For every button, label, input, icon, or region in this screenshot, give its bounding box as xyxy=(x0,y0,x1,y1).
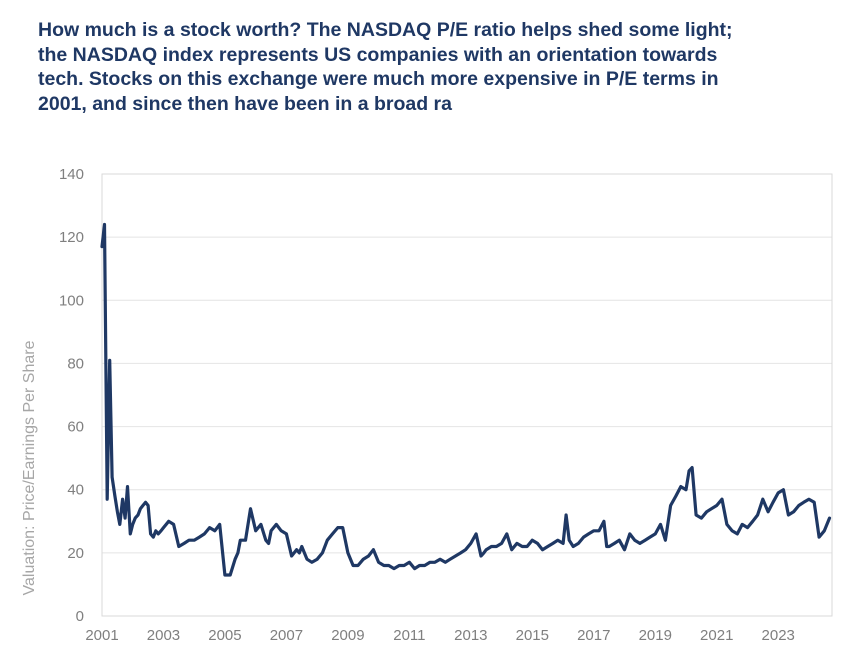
y-axis-label: Valuation: Price/Earnings Per Share xyxy=(21,340,38,595)
x-tick-label: 2019 xyxy=(639,627,672,644)
y-tick-label: 100 xyxy=(59,292,84,309)
x-tick-label: 2017 xyxy=(577,627,610,644)
x-tick-label: 2001 xyxy=(85,627,118,644)
plot-area-frame xyxy=(101,173,833,617)
y-tick-label: 20 xyxy=(67,545,84,562)
y-tick-label: 60 xyxy=(67,419,84,436)
x-tick-label: 2011 xyxy=(393,627,425,644)
y-axis-ticks: 0 20 40 60 80 100 120 140 xyxy=(59,166,84,625)
y-tick-label: 140 xyxy=(59,166,84,183)
y-tick-label: 80 xyxy=(67,355,84,372)
series-line-nasdaq-pe xyxy=(100,222,832,577)
y-tick-label: 0 xyxy=(76,608,84,625)
x-tick-label: 2007 xyxy=(270,627,303,644)
chart-title: How much is a stock worth? The NASDAQ P/… xyxy=(38,19,733,115)
x-tick-label: 2003 xyxy=(147,627,180,644)
x-tick-label: 2023 xyxy=(762,627,795,644)
x-tick-label: 2021 xyxy=(700,627,733,644)
x-tick-label: 2005 xyxy=(208,627,241,644)
y-tick-label: 40 xyxy=(67,482,84,499)
x-axis-ticks: 2001 2003 2005 2007 2009 2011 2013 2015 2017 2019… xyxy=(85,627,795,644)
x-tick-label: 2015 xyxy=(516,627,549,644)
x-tick-label: 2013 xyxy=(454,627,487,644)
x-tick-label: 2009 xyxy=(331,627,364,644)
y-tick-label: 120 xyxy=(59,229,84,246)
